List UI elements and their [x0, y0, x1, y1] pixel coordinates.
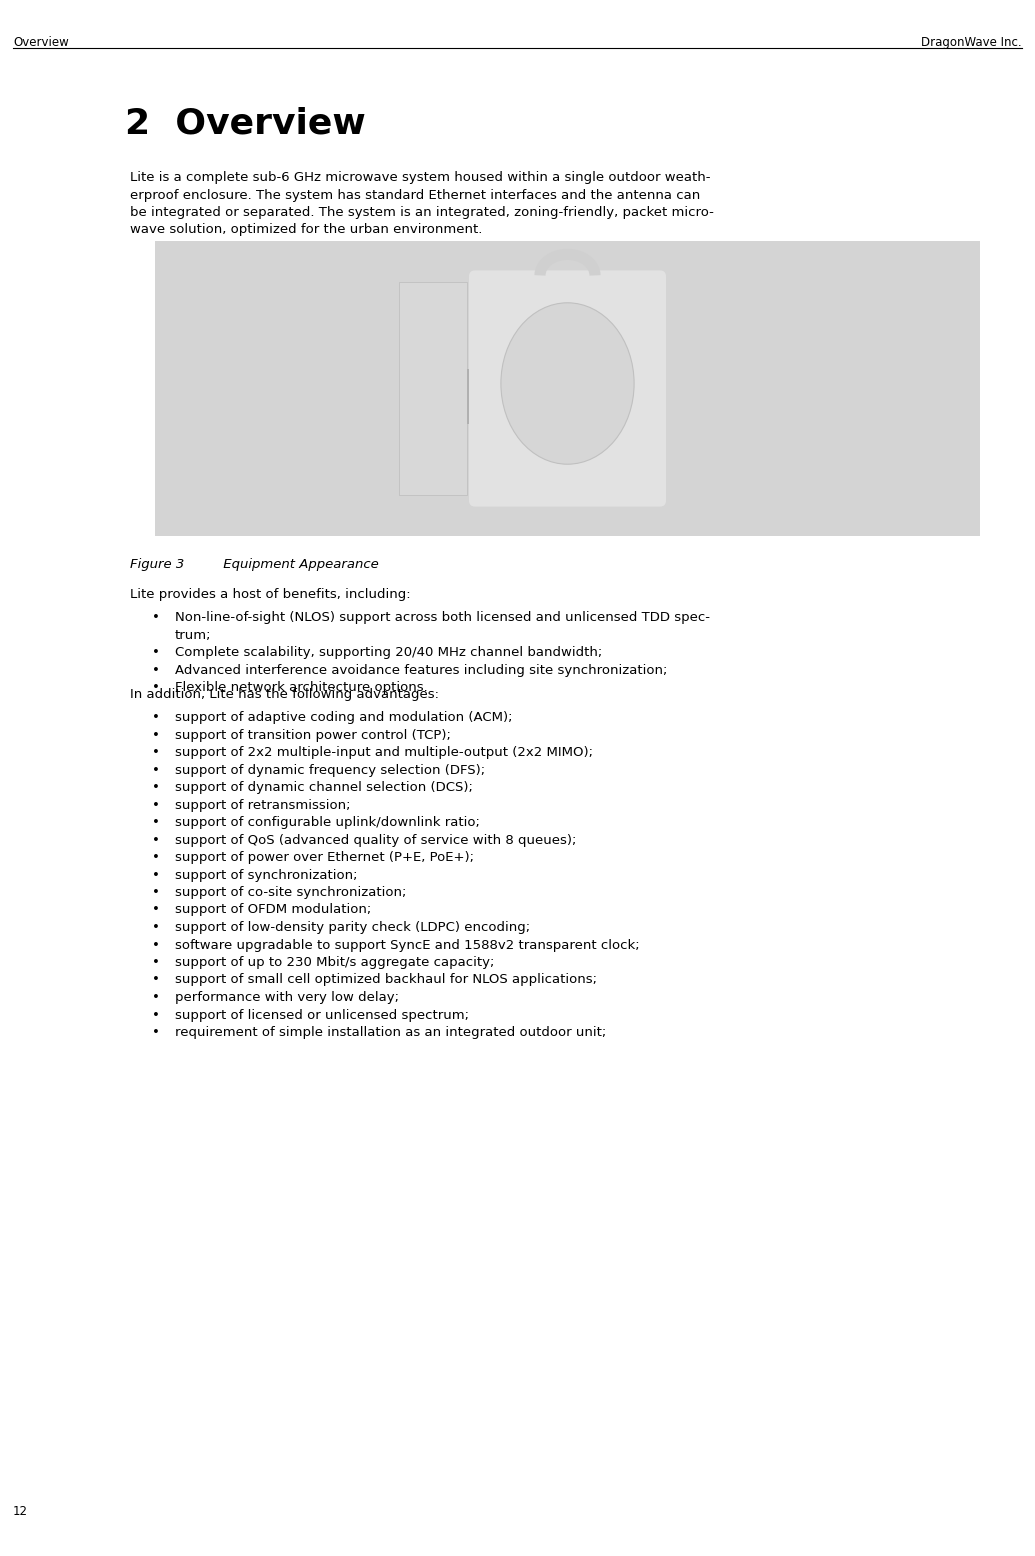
Text: support of power over Ethernet (P+E, PoE+);: support of power over Ethernet (P+E, PoE… — [175, 851, 474, 864]
Text: Advanced interference avoidance features including site synchronization;: Advanced interference avoidance features… — [175, 663, 668, 677]
Text: Lite is a complete sub-6 GHz microwave system housed within a single outdoor wea: Lite is a complete sub-6 GHz microwave s… — [130, 171, 710, 184]
Text: In addition, Lite has the following advantages:: In addition, Lite has the following adva… — [130, 688, 439, 702]
Text: support of QoS (advanced quality of service with 8 queues);: support of QoS (advanced quality of serv… — [175, 834, 576, 846]
Text: wave solution, optimized for the urban environment.: wave solution, optimized for the urban e… — [130, 224, 482, 237]
Text: Complete scalability, supporting 20/40 MHz channel bandwidth;: Complete scalability, supporting 20/40 M… — [175, 646, 602, 660]
Text: support of transition power control (TCP);: support of transition power control (TCP… — [175, 728, 451, 742]
Text: •: • — [152, 781, 159, 794]
Text: support of 2x2 multiple-input and multiple-output (2x2 MIMO);: support of 2x2 multiple-input and multip… — [175, 745, 593, 759]
Text: support of low-density parity check (LDPC) encoding;: support of low-density parity check (LDP… — [175, 921, 530, 934]
Text: •: • — [152, 764, 159, 776]
Text: support of retransmission;: support of retransmission; — [175, 798, 351, 812]
Text: support of OFDM modulation;: support of OFDM modulation; — [175, 904, 372, 916]
Text: requirement of simple installation as an integrated outdoor unit;: requirement of simple installation as an… — [175, 1025, 607, 1039]
Text: 12: 12 — [13, 1505, 28, 1519]
Text: support of up to 230 Mbit/s aggregate capacity;: support of up to 230 Mbit/s aggregate ca… — [175, 955, 495, 969]
Text: support of configurable uplink/downlink ratio;: support of configurable uplink/downlink … — [175, 815, 480, 829]
Text: support of synchronization;: support of synchronization; — [175, 868, 357, 882]
Text: support of co-site synchronization;: support of co-site synchronization; — [175, 885, 407, 899]
Text: •: • — [152, 745, 159, 759]
Text: Flexible network architecture options.: Flexible network architecture options. — [175, 682, 427, 694]
Text: •: • — [152, 663, 159, 677]
Text: Equipment Appearance: Equipment Appearance — [202, 559, 379, 571]
Bar — [155, 241, 980, 535]
Text: •: • — [152, 868, 159, 882]
Text: •: • — [152, 974, 159, 987]
Text: •: • — [152, 711, 159, 724]
Text: support of dynamic frequency selection (DFS);: support of dynamic frequency selection (… — [175, 764, 485, 776]
Text: •: • — [152, 728, 159, 742]
Text: support of adaptive coding and modulation (ACM);: support of adaptive coding and modulatio… — [175, 711, 512, 724]
Text: be integrated or separated. The system is an integrated, zoning-friendly, packet: be integrated or separated. The system i… — [130, 205, 714, 219]
Text: support of licensed or unlicensed spectrum;: support of licensed or unlicensed spectr… — [175, 1008, 469, 1021]
Text: support of dynamic channel selection (DCS);: support of dynamic channel selection (DC… — [175, 781, 473, 794]
Text: •: • — [152, 646, 159, 660]
Text: •: • — [152, 851, 159, 864]
Text: erproof enclosure. The system has standard Ethernet interfaces and the antenna c: erproof enclosure. The system has standa… — [130, 188, 701, 201]
Text: •: • — [152, 612, 159, 624]
FancyBboxPatch shape — [469, 271, 666, 507]
Text: software upgradable to support SyncE and 1588v2 transparent clock;: software upgradable to support SyncE and… — [175, 938, 640, 952]
Text: •: • — [152, 921, 159, 934]
Text: Non-line-of-sight (NLOS) support across both licensed and unlicensed TDD spec-: Non-line-of-sight (NLOS) support across … — [175, 612, 710, 624]
Text: DragonWave Inc.: DragonWave Inc. — [921, 36, 1022, 48]
Text: •: • — [152, 815, 159, 829]
Text: performance with very low delay;: performance with very low delay; — [175, 991, 400, 1004]
Text: •: • — [152, 834, 159, 846]
Text: trum;: trum; — [175, 629, 211, 641]
Text: 2  Overview: 2 Overview — [125, 106, 365, 140]
Text: Lite provides a host of benefits, including:: Lite provides a host of benefits, includ… — [130, 588, 411, 601]
Text: •: • — [152, 991, 159, 1004]
Text: •: • — [152, 1025, 159, 1039]
Text: •: • — [152, 885, 159, 899]
Text: •: • — [152, 682, 159, 694]
Text: support of small cell optimized backhaul for NLOS applications;: support of small cell optimized backhaul… — [175, 974, 597, 987]
Text: •: • — [152, 904, 159, 916]
Text: •: • — [152, 1008, 159, 1021]
Text: Figure 3: Figure 3 — [130, 559, 184, 571]
Text: •: • — [152, 955, 159, 969]
FancyBboxPatch shape — [400, 282, 467, 495]
Text: •: • — [152, 938, 159, 952]
Ellipse shape — [501, 303, 634, 464]
Text: •: • — [152, 798, 159, 812]
Text: Overview: Overview — [13, 36, 68, 48]
Bar — [467, 369, 475, 423]
